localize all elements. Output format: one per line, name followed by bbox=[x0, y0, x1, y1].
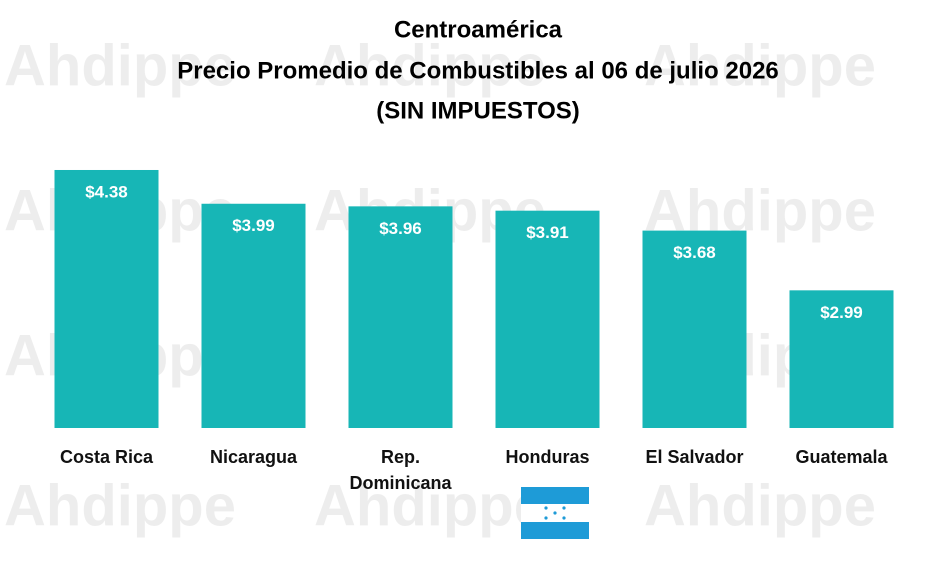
watermark: Ahdippe bbox=[644, 33, 876, 98]
chart-subtitle: (SIN IMPUESTOS) bbox=[376, 97, 580, 124]
data-label: $3.68 bbox=[673, 243, 716, 262]
watermark: Ahdippe bbox=[644, 473, 876, 538]
bar bbox=[201, 203, 306, 428]
bar bbox=[348, 206, 453, 428]
x-tick-label: Rep. Dominicana bbox=[349, 447, 452, 493]
bar bbox=[789, 290, 894, 428]
x-tick-label: El Salvador bbox=[645, 447, 744, 467]
x-tick-label: Honduras bbox=[505, 447, 590, 467]
data-label: $3.96 bbox=[379, 219, 422, 238]
data-label: $2.99 bbox=[820, 303, 863, 322]
data-label: $3.99 bbox=[232, 216, 275, 235]
bar bbox=[54, 169, 159, 428]
watermark: Ahdippe bbox=[314, 473, 546, 538]
bar bbox=[495, 210, 600, 428]
chart-title: Precio Promedio de Combustibles al 06 de… bbox=[177, 57, 779, 84]
x-tick-label: Costa Rica bbox=[59, 447, 154, 467]
bar bbox=[642, 230, 747, 428]
data-label: $3.91 bbox=[526, 223, 569, 242]
data-label: $4.38 bbox=[85, 182, 128, 201]
watermark: Ahdippe bbox=[314, 33, 546, 98]
x-tick-label: Nicaragua bbox=[209, 447, 298, 467]
flag bbox=[521, 487, 589, 539]
x-tick-label: Guatemala bbox=[795, 447, 888, 467]
chart-title: Centroamérica bbox=[394, 16, 563, 43]
watermark: Ahdippe bbox=[4, 33, 236, 98]
watermark: Ahdippe bbox=[4, 473, 236, 538]
